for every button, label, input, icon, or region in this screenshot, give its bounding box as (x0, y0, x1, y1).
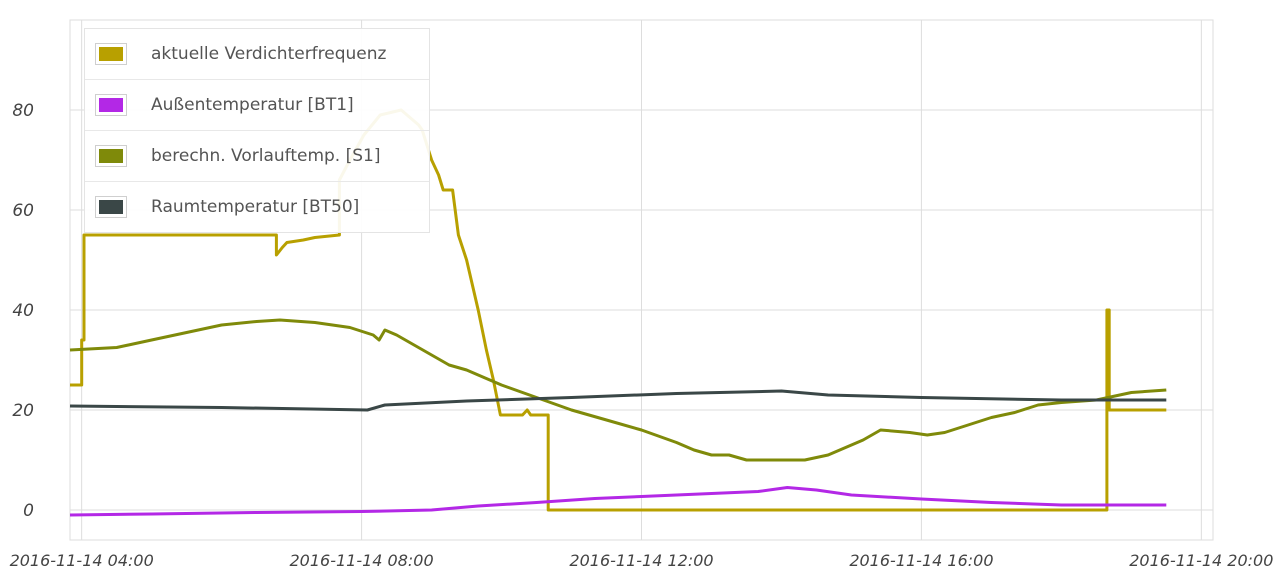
y-tick-label: 60 (12, 201, 34, 221)
legend-swatch (95, 196, 127, 218)
x-tick-labels: 2016-11-14 04:00 2016-11-14 08:00 2016-11-… (10, 551, 1274, 570)
legend-swatch (95, 43, 127, 65)
legend-label: Raumtemperatur [BT50] (151, 197, 360, 217)
x-tick-label: 2016-11-14 04:00 (10, 551, 154, 570)
x-tick-label: 2016-11-14 16:00 (849, 551, 993, 570)
legend-label: aktuelle Verdichterfrequenz (151, 44, 387, 64)
series-verdichterfrequenz (70, 108, 1167, 512)
x-tick-label: 2016-11-14 08:00 (289, 551, 433, 570)
legend-item-raumtemperatur[interactable]: Raumtemperatur [BT50] (85, 182, 429, 232)
x-tick-label: 2016-11-14 12:00 (569, 551, 713, 570)
legend-item-verdichterfrequenz[interactable]: aktuelle Verdichterfrequenz (85, 29, 429, 80)
y-tick-label: 40 (12, 301, 34, 321)
y-tick-label: 20 (12, 401, 34, 421)
series-aussentemperatur (69, 486, 1167, 517)
legend-item-vorlauftemp[interactable]: berechn. Vorlauftemp. [S1] (85, 131, 429, 182)
series-lines (69, 108, 1167, 517)
series-vorlauftemp (69, 318, 1167, 462)
legend-label: berechn. Vorlauftemp. [S1] (151, 146, 381, 166)
legend: aktuelle Verdichterfrequenz Außentempera… (84, 28, 430, 233)
y-tick-label: 80 (12, 101, 34, 121)
x-tick-label: 2016-11-14 20:00 (1129, 551, 1273, 570)
legend-swatch (95, 94, 127, 116)
legend-swatch (95, 145, 127, 167)
y-tick-labels: 0 20 40 60 80 (12, 101, 34, 521)
y-tick-label: 0 (23, 501, 34, 521)
legend-item-aussentemperatur[interactable]: Außentemperatur [BT1] (85, 80, 429, 131)
series-raumtemperatur (69, 389, 1167, 412)
legend-label: Außentemperatur [BT1] (151, 95, 354, 115)
